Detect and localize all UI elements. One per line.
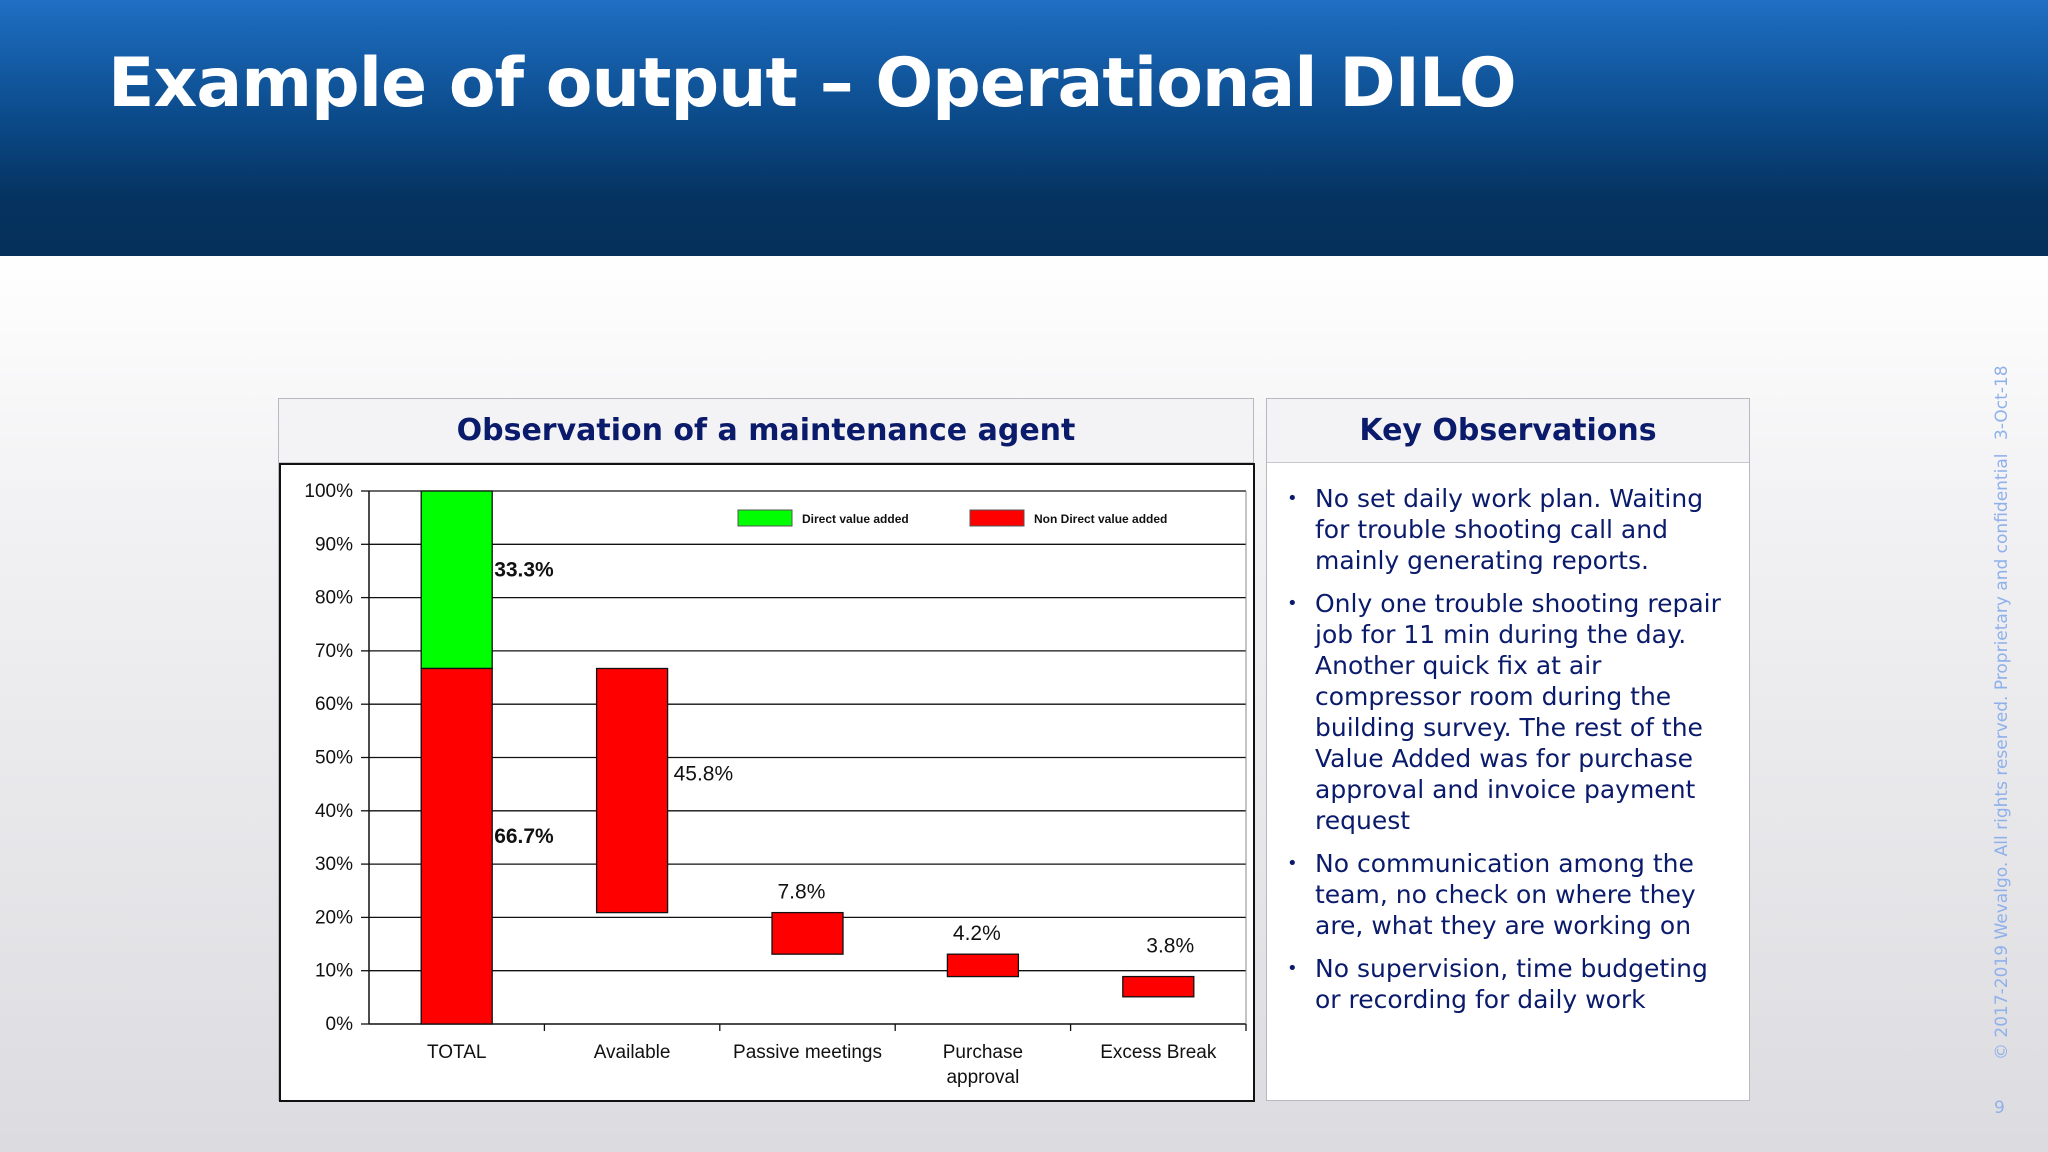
legend-swatch [737,509,793,527]
x-tick-label: TOTAL [427,1042,486,1063]
bar-non-direct-value-added [595,667,669,914]
chart-panel: Observation of a maintenance agent 0% 10%… [278,398,1255,1102]
page-number: 9 [1994,1098,2005,1118]
page-title: Example of output – Operational DILO [108,44,1517,123]
chart-panel-title: Observation of a maintenance agent [279,399,1253,463]
observation-item: No set daily work plan. Waiting for trou… [1287,483,1733,576]
observation-item: No communication among the team, no chec… [1287,848,1733,941]
y-tick-label: 50% [315,748,353,769]
bar-non-direct-value-added [946,953,1020,978]
data-label: 7.8% [778,881,826,904]
bar-non-direct-value-added [771,911,844,955]
y-tick-label: 40% [315,801,353,822]
observation-item: No supervision, time budgeting or record… [1287,953,1733,1015]
y-tick-label: 10% [315,961,353,982]
x-tick-label: Available [594,1042,671,1063]
y-tick-label: 90% [315,534,353,555]
waterfall-chart: 0% 10% 20% 30% 40% 50% 60% 70% 80% 90% 100% TOTAL Av… [304,481,1247,1088]
footer-side-text: © 2017-2019 Wevalgo. All rights reserved… [1992,360,2012,1060]
y-tick-label: 80% [315,588,353,609]
key-observations-panel: Key Observations No set daily work plan.… [1266,398,1750,1101]
data-label: 45.8% [674,763,734,786]
x-tick-label: Passive meetings [733,1042,882,1063]
legend-label: Non Direct value added [1034,512,1167,526]
data-label: 3.8% [1146,935,1194,958]
y-tick-label: 0% [326,1014,354,1035]
legend-swatch [969,509,1025,527]
key-observations-title: Key Observations [1267,399,1749,463]
data-label: 66.7% [494,825,554,848]
bar-non-direct-value-added [420,667,493,1025]
legend-label: Direct value added [802,512,909,526]
copyright: © 2017-2019 Wevalgo. All rights reserved… [1992,453,2012,1060]
x-tick-label: Purchase [943,1042,1023,1063]
y-tick-label: 60% [315,694,353,715]
data-label: 33.3% [494,559,554,582]
header-banner: Example of output – Operational DILO [0,0,2048,256]
date: 3-Oct-18 [1992,365,2012,440]
y-tick-label: 70% [315,641,353,662]
y-tick-label: 30% [315,854,353,875]
data-label: 4.2% [953,922,1001,945]
bar-direct-value-added [420,490,493,670]
x-tick-label: approval [946,1067,1019,1088]
observations-list: No set daily work plan. Waiting for trou… [1267,463,1749,1015]
y-tick-label: 20% [315,907,353,928]
x-tick-label: Excess Break [1100,1042,1217,1063]
observation-item: Only one trouble shooting repair job for… [1287,588,1733,836]
y-tick-label: 100% [304,481,353,502]
bar-non-direct-value-added [1122,975,1195,998]
chart-frame: 0% 10% 20% 30% 40% 50% 60% 70% 80% 90% 100% TOTAL Av… [279,463,1255,1102]
